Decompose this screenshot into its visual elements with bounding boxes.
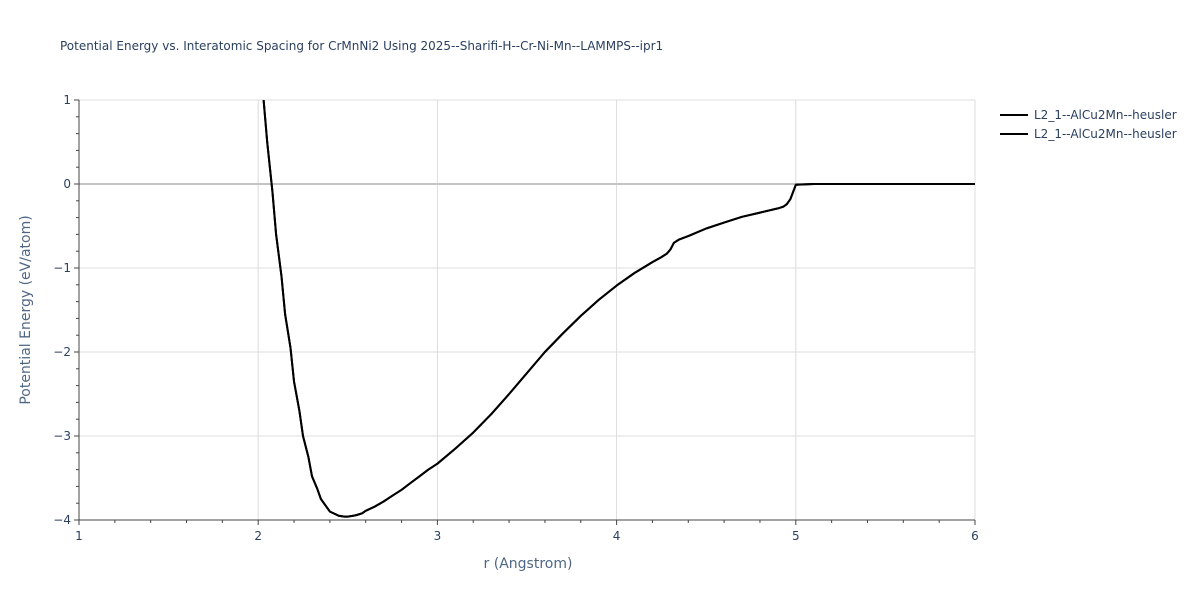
plot-area [262,100,975,518]
y-tick-label: −4 [53,513,71,527]
legend-label-1[interactable]: L2_1--AlCu2Mn--heusler [1034,108,1177,122]
y-tick-label: 1 [63,93,71,107]
y-tick-label: −3 [53,429,71,443]
legend-label-2[interactable]: L2_1--AlCu2Mn--heusler [1034,127,1177,141]
y-tick-label: −1 [53,261,71,275]
legend: L2_1--AlCu2Mn--heusler L2_1--AlCu2Mn--heu… [1000,108,1177,141]
x-tick-label: 1 [75,529,83,543]
y-axis-title: Potential Energy (eV/atom) [18,215,34,404]
x-tick-label: 2 [254,529,262,543]
axes: 1 2 3 4 5 6 −4 −3 −2 −1 0 1 [53,93,979,543]
series-line-1 [262,100,975,518]
y-tick-label: −2 [53,345,71,359]
grid [79,99,976,520]
x-tick-label: 3 [434,529,442,543]
y-tick-label: 0 [63,177,71,191]
x-tick-label: 5 [792,529,800,543]
x-tick-label: 6 [971,529,979,543]
chart-title: Potential Energy vs. Interatomic Spacing… [60,39,663,53]
series-line-2 [262,100,975,518]
x-axis-title: r (Angstrom) [484,556,573,572]
x-tick-label: 4 [613,529,621,543]
